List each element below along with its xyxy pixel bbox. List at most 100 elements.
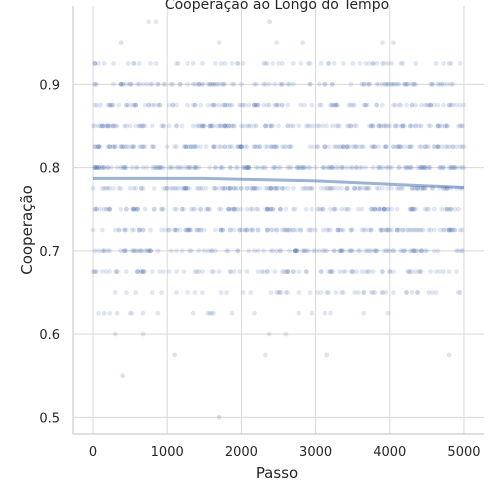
scatter-point	[136, 227, 142, 233]
scatter-point	[213, 185, 218, 191]
scatter-point	[333, 206, 339, 212]
scatter-point	[209, 269, 215, 275]
scatter-point	[363, 102, 369, 108]
scatter-point	[448, 165, 454, 170]
scatter-point	[251, 185, 257, 191]
scatter-point	[285, 185, 291, 191]
scatter-point	[328, 102, 333, 108]
scatter-point	[385, 206, 391, 212]
scatter-point	[452, 165, 458, 170]
scatter-point	[381, 144, 387, 150]
scatter-point	[190, 310, 196, 316]
scatter-point	[379, 40, 385, 46]
scatter-point	[461, 144, 467, 150]
scatter-point	[394, 227, 400, 233]
scatter-point	[253, 165, 259, 170]
scatter-point	[168, 165, 174, 170]
scatter-point	[196, 248, 202, 254]
scatter-point	[111, 144, 116, 150]
scatter-point	[385, 123, 391, 129]
scatter-point	[402, 123, 408, 129]
scatter-point	[183, 185, 189, 191]
scatter-point	[240, 61, 246, 66]
scatter-point	[281, 227, 287, 233]
scatter-point	[350, 144, 356, 150]
scatter-point	[174, 123, 179, 129]
scatter-point	[239, 185, 244, 191]
scatter-point	[328, 206, 333, 212]
scatter-point	[129, 248, 135, 254]
scatter-point	[140, 227, 146, 233]
scatter-point	[226, 123, 231, 129]
scatter-point	[411, 81, 417, 87]
scatter-point	[270, 206, 276, 212]
scatter-point	[326, 61, 331, 66]
scatter-point	[448, 102, 454, 108]
scatter-point	[348, 123, 354, 129]
scatter-point	[374, 61, 380, 66]
scatter-point	[409, 165, 415, 170]
scatter-point	[333, 165, 339, 170]
scatter-point	[422, 144, 428, 150]
scatter-point	[404, 81, 409, 87]
scatter-point	[378, 227, 383, 233]
scatter-point	[264, 269, 270, 275]
scatter-point	[237, 144, 242, 150]
scatter-point	[229, 310, 235, 316]
scatter-point	[268, 144, 274, 150]
scatter-point	[365, 248, 370, 254]
scatter-point	[140, 165, 146, 170]
scatter-point	[157, 102, 163, 108]
scatter-point	[290, 227, 296, 233]
scatter-point	[101, 248, 107, 254]
scatter-point	[315, 123, 320, 129]
scatter-point	[285, 123, 291, 129]
scatter-point	[251, 248, 257, 254]
scatter-point	[450, 144, 456, 150]
scatter-point	[281, 144, 287, 150]
scatter-point	[417, 269, 422, 275]
scatter-point	[305, 185, 311, 191]
scatter-point	[331, 248, 337, 254]
scatter-point	[246, 123, 252, 129]
scatter-point	[237, 227, 242, 233]
scatter-point	[437, 269, 443, 275]
scatter-point	[255, 269, 261, 275]
scatter-point	[272, 102, 278, 108]
scatter-point	[457, 227, 463, 233]
scatter-point	[313, 165, 318, 170]
scatter-point	[136, 227, 142, 233]
scatter-point	[283, 331, 289, 337]
scatter-point	[244, 165, 250, 170]
scatter-point	[379, 227, 385, 233]
scatter-point	[448, 206, 454, 212]
scatter-point	[270, 123, 276, 129]
scatter-point	[361, 290, 367, 295]
scatter-point	[357, 185, 363, 191]
scatter-point	[435, 102, 441, 108]
scatter-point	[231, 227, 237, 233]
scatter-point	[381, 248, 387, 254]
scatter-point	[357, 165, 363, 170]
scatter-point	[333, 144, 339, 150]
scatter-point	[135, 206, 140, 212]
scatter-point	[112, 123, 118, 129]
scatter-point	[174, 185, 179, 191]
scatter-point	[355, 290, 361, 295]
scatter-point	[207, 123, 213, 129]
scatter-point	[381, 206, 387, 212]
scatter-point	[142, 206, 148, 212]
scatter-point	[248, 290, 254, 295]
scatter-point	[409, 144, 415, 150]
scatter-point	[99, 123, 105, 129]
scatter-point	[211, 269, 216, 275]
scatter-point	[372, 248, 378, 254]
scatter-point	[387, 123, 393, 129]
scatter-point	[118, 144, 124, 150]
scatter-point	[227, 165, 233, 170]
scatter-point	[140, 269, 146, 275]
scatter-point	[220, 185, 226, 191]
scatter-point	[413, 227, 419, 233]
scatter-point	[407, 206, 413, 212]
scatter-point	[459, 144, 465, 150]
